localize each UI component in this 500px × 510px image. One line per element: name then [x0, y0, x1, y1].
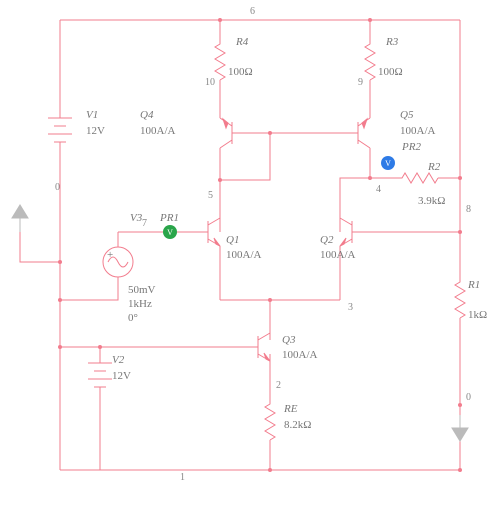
node-2: 2	[276, 380, 281, 391]
node-9: 9	[358, 77, 363, 88]
label-q4: Q4	[140, 109, 154, 121]
transistor-q5	[346, 118, 370, 148]
wire-q2c-to-n4	[340, 178, 370, 218]
resistor-re	[265, 400, 275, 440]
node-1: 1	[180, 472, 185, 483]
junctions	[58, 18, 462, 472]
schematic-canvas: +	[0, 0, 500, 510]
transistor-q4	[220, 118, 244, 148]
label-r4: R4	[235, 36, 249, 48]
resistor-r1	[455, 278, 465, 318]
wire-v3-bot	[60, 262, 118, 300]
node-10: 10	[205, 77, 215, 88]
node-5: 5	[208, 190, 213, 201]
value-r4: 100Ω	[228, 66, 253, 78]
wire-gnd-join	[20, 232, 60, 262]
label-re: RE	[283, 403, 298, 415]
node-3: 3	[348, 302, 353, 313]
value-v3c: 0°	[128, 312, 138, 324]
value-q3: 100A/A	[282, 349, 318, 361]
source-v2	[88, 357, 112, 387]
label-r1: R1	[467, 279, 480, 291]
resistor-r2	[398, 173, 438, 183]
label-q1: Q1	[226, 234, 239, 246]
node-6: 6	[250, 6, 255, 17]
svg-text:+: +	[107, 249, 113, 261]
components: +	[12, 40, 468, 441]
label-q2: Q2	[320, 234, 334, 246]
node-0b: 0	[466, 392, 471, 403]
value-q2: 100A/A	[320, 249, 356, 261]
resistor-r4	[215, 40, 225, 80]
label-q3: Q3	[282, 334, 296, 346]
value-v3a: 50mV	[128, 284, 156, 296]
source-v3: +	[103, 247, 133, 277]
node-7: 7	[142, 218, 147, 229]
probes: V V	[163, 156, 395, 239]
source-v1	[48, 112, 72, 142]
value-q4: 100A/A	[140, 125, 176, 137]
value-q1: 100A/A	[226, 249, 262, 261]
value-v1: 12V	[86, 125, 105, 137]
value-v3b: 1kHz	[128, 298, 152, 310]
label-pr2: PR2	[401, 141, 421, 153]
label-pr1: PR1	[159, 212, 179, 224]
label-v2: V2	[112, 354, 125, 366]
wire-q4-diode	[220, 133, 270, 180]
probe-pr1-glyph: V	[167, 228, 173, 237]
value-v2: 12V	[112, 370, 131, 382]
ground-left	[12, 205, 28, 232]
value-r2: 3.9kΩ	[418, 195, 445, 207]
value-re: 8.2kΩ	[284, 419, 311, 431]
resistor-r3	[365, 40, 375, 80]
transistor-q2	[340, 218, 364, 246]
label-v3: V3	[130, 212, 143, 224]
wires	[20, 20, 460, 470]
wire-left-mid	[60, 262, 100, 347]
node-0a: 0	[55, 182, 60, 193]
label-r2: R2	[427, 161, 441, 173]
ground-right	[452, 415, 468, 441]
value-r3: 100Ω	[378, 66, 403, 78]
value-r1: 1kΩ	[468, 309, 487, 321]
probe-pr2-glyph: V	[385, 159, 391, 168]
label-v1: V1	[86, 109, 98, 121]
label-r3: R3	[385, 36, 399, 48]
value-q5: 100A/A	[400, 125, 436, 137]
node-8: 8	[466, 204, 471, 215]
node-4: 4	[376, 184, 381, 195]
label-q5: Q5	[400, 109, 414, 121]
labels: 6 10 9 0 5 4 7 8 3 2 1 0 R4 100Ω R3 100Ω…	[55, 6, 487, 483]
